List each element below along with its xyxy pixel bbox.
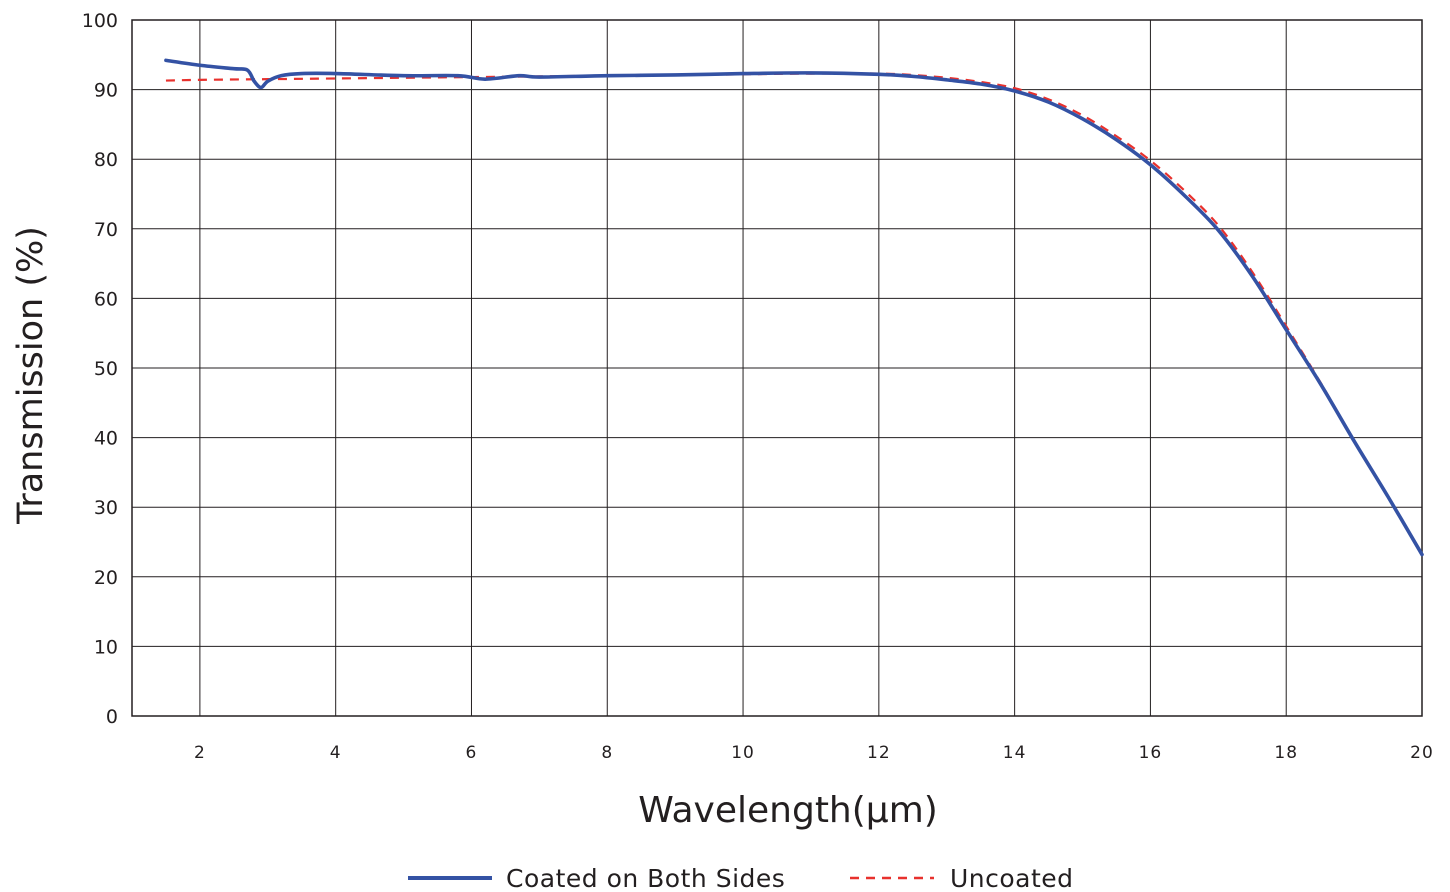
x-tick-label-8: 8 xyxy=(601,743,613,763)
x-tick-label-6: 6 xyxy=(466,743,478,763)
chart-series xyxy=(164,58,1424,557)
y-tick-label-70: 70 xyxy=(94,219,118,241)
tick-labels: 0 10 20 30 40 50 60 70 80 90 100 2 4 6 8 10 12 14 16 18 20 xyxy=(82,10,1434,763)
x-tick-label-16: 16 xyxy=(1139,743,1163,763)
x-axis-title: Wavelength(μm) xyxy=(638,790,938,831)
x-tick-label-12: 12 xyxy=(867,743,891,763)
x-tick-label-4: 4 xyxy=(330,743,342,763)
y-tick-label-80: 80 xyxy=(94,149,118,171)
chart-grid xyxy=(131,19,1423,717)
y-tick-label-30: 30 xyxy=(94,497,118,519)
y-tick-label-90: 90 xyxy=(94,80,118,102)
series-line-coated xyxy=(164,58,1424,557)
chart-legend: Coated on Both Sides Uncoated xyxy=(408,864,1074,892)
x-tick-label-10: 10 xyxy=(731,743,755,763)
y-axis-title: Transmission (%) xyxy=(11,226,51,525)
x-tick-label-14: 14 xyxy=(1003,743,1027,763)
x-tick-label-18: 18 xyxy=(1274,743,1298,763)
plot-frame xyxy=(131,19,1423,717)
legend-label-uncoated: Uncoated xyxy=(950,864,1074,892)
y-tick-label-40: 40 xyxy=(94,428,118,450)
y-tick-label-50: 50 xyxy=(94,358,118,380)
legend-label-coated: Coated on Both Sides xyxy=(506,864,785,892)
y-tick-label-10: 10 xyxy=(94,636,118,658)
series-line-uncoated xyxy=(165,72,1423,556)
y-tick-label-0: 0 xyxy=(106,706,118,728)
y-tick-label-100: 100 xyxy=(82,10,118,32)
x-tick-label-2: 2 xyxy=(194,743,206,763)
y-tick-label-20: 20 xyxy=(94,567,118,589)
x-tick-label-20: 20 xyxy=(1410,743,1434,763)
y-tick-label-60: 60 xyxy=(94,288,118,310)
